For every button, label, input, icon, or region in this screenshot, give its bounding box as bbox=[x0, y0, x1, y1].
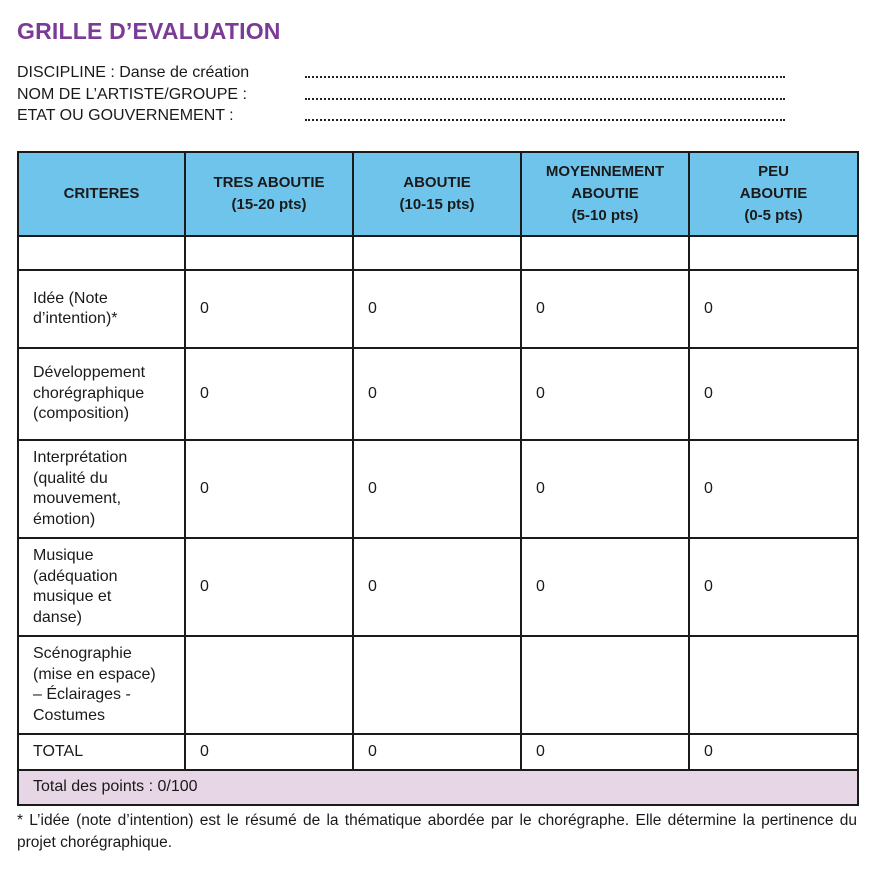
discipline-dotted-line bbox=[305, 76, 785, 78]
header-aboutie-range: (10-15 pts) bbox=[399, 196, 475, 213]
header-moyennement-title-1: MOYENNEMENT bbox=[545, 163, 665, 180]
discipline-row: DISCIPLINE : Danse de création bbox=[17, 62, 797, 84]
empty-cell bbox=[688, 235, 859, 271]
criterion-line: Musique bbox=[33, 547, 94, 564]
score-cell[interactable]: 0 bbox=[520, 269, 690, 349]
empty-cell bbox=[184, 235, 354, 271]
state-row: ETAT OU GOUVERNEMENT : bbox=[17, 105, 797, 127]
score-cell[interactable]: 0 bbox=[688, 269, 859, 349]
criterion-scenographie: Scénographie (mise en espace) – Éclairag… bbox=[17, 635, 186, 735]
table-row-interpretation: Interprétation (qualité du mouvement, ém… bbox=[17, 439, 859, 539]
score-cell[interactable]: 0 bbox=[688, 537, 859, 637]
header-tres-aboutie-title: TRES ABOUTIE bbox=[213, 174, 325, 191]
score-cell[interactable] bbox=[184, 635, 354, 735]
header-peu-title-1: PEU bbox=[758, 163, 789, 180]
header-tres-aboutie: TRES ABOUTIE (15-20 pts) bbox=[184, 151, 354, 237]
header-peu-title-2: ABOUTIE bbox=[739, 185, 808, 202]
criterion-line: Interprétation bbox=[33, 449, 128, 466]
evaluation-grid: CRITERES TRES ABOUTIE (15-20 pts) ABOUTI… bbox=[17, 151, 859, 806]
criterion-line: émotion) bbox=[33, 510, 96, 528]
criterion-line: danse) bbox=[33, 608, 82, 626]
score-cell[interactable]: 0 bbox=[352, 537, 522, 637]
criterion-line: – Éclairages - bbox=[33, 686, 131, 703]
score-cell[interactable]: 0 bbox=[520, 439, 690, 539]
footnote: * L’idée (note d’intention) est le résum… bbox=[17, 812, 857, 851]
score-cell[interactable]: 0 bbox=[520, 537, 690, 637]
header-peu-range: (0-5 pts) bbox=[744, 207, 803, 224]
total-cell: 0 bbox=[352, 733, 522, 771]
score-cell[interactable]: 0 bbox=[520, 347, 690, 441]
header-row: CRITERES TRES ABOUTIE (15-20 pts) ABOUTI… bbox=[17, 151, 859, 237]
header-peu-aboutie: PEU ABOUTIE (0-5 pts) bbox=[688, 151, 859, 237]
score-cell[interactable]: 0 bbox=[352, 269, 522, 349]
criterion-line: musique et bbox=[33, 588, 112, 605]
score-cell[interactable]: 0 bbox=[352, 347, 522, 441]
table-row-musique: Musique (adéquation musique et danse) 0 … bbox=[17, 537, 859, 637]
criterion-interpretation: Interprétation (qualité du mouvement, ém… bbox=[17, 439, 186, 539]
score-cell[interactable] bbox=[688, 635, 859, 735]
artist-label: NOM DE L’ARTISTE/GROUPE : bbox=[17, 85, 247, 103]
table-row-total-points: Total des points : 0/100 bbox=[17, 769, 859, 806]
criterion-musique: Musique (adéquation musique et danse) bbox=[17, 537, 186, 637]
header-moyennement-title-2: ABOUTIE bbox=[571, 185, 639, 202]
criterion-developpement: Développement chorégraphique (compositio… bbox=[17, 347, 186, 441]
header-aboutie-title: ABOUTIE bbox=[403, 174, 471, 191]
empty-cell bbox=[17, 235, 186, 271]
state-dotted-line bbox=[305, 119, 785, 121]
criterion-line: d’intention)* bbox=[33, 310, 118, 327]
score-cell[interactable] bbox=[352, 635, 522, 735]
table-row-empty bbox=[17, 235, 859, 271]
criterion-line: Costumes bbox=[33, 706, 106, 724]
score-cell[interactable]: 0 bbox=[184, 347, 354, 441]
empty-cell bbox=[352, 235, 522, 271]
score-cell[interactable]: 0 bbox=[352, 439, 522, 539]
header-tres-aboutie-range: (15-20 pts) bbox=[231, 196, 307, 213]
table-row-total: TOTAL 0 0 0 0 bbox=[17, 733, 859, 771]
criterion-line: (qualité du bbox=[33, 469, 108, 487]
total-cell: 0 bbox=[520, 733, 690, 771]
total-cell: 0 bbox=[688, 733, 859, 771]
score-cell[interactable]: 0 bbox=[184, 269, 354, 349]
criterion-line: chorégraphique bbox=[33, 384, 145, 402]
table-row-scenographie: Scénographie (mise en espace) – Éclairag… bbox=[17, 635, 859, 735]
score-cell[interactable] bbox=[520, 635, 690, 735]
header-criteres-label: CRITERES bbox=[63, 185, 140, 202]
criterion-line: mouvement, bbox=[33, 490, 122, 507]
empty-cell bbox=[520, 235, 690, 271]
criterion-line: (adéquation bbox=[33, 567, 118, 585]
criterion-line: (mise en espace) bbox=[33, 665, 156, 683]
table-row-idee: Idée (Note d’intention)* 0 0 0 0 bbox=[17, 269, 859, 349]
header-moyennement-range: (5-10 pts) bbox=[571, 207, 639, 224]
criterion-line: (composition) bbox=[33, 405, 130, 423]
discipline-label: DISCIPLINE : Danse de création bbox=[17, 64, 250, 81]
criterion-idee: Idée (Note d’intention)* bbox=[17, 269, 186, 349]
total-cell: 0 bbox=[184, 733, 354, 771]
page-title: GRILLE D’EVALUATION bbox=[17, 18, 281, 44]
header-moyennement-aboutie: MOYENNEMENT ABOUTIE (5-10 pts) bbox=[520, 151, 690, 237]
header-criteres: CRITERES bbox=[17, 151, 186, 237]
artist-dotted-line bbox=[305, 97, 785, 100]
artist-row: NOM DE L’ARTISTE/GROUPE : bbox=[17, 84, 797, 106]
score-cell[interactable]: 0 bbox=[688, 347, 859, 441]
total-points: Total des points : 0/100 bbox=[17, 769, 859, 806]
header-aboutie: ABOUTIE (10-15 pts) bbox=[352, 151, 522, 237]
criterion-line: Développement bbox=[33, 364, 146, 382]
score-cell[interactable]: 0 bbox=[184, 439, 354, 539]
criterion-line: Scénographie bbox=[33, 645, 132, 662]
criterion-line: Idée (Note bbox=[33, 289, 108, 307]
score-cell[interactable]: 0 bbox=[688, 439, 859, 539]
state-label: ETAT OU GOUVERNEMENT : bbox=[17, 107, 234, 124]
score-cell[interactable]: 0 bbox=[184, 537, 354, 637]
table-row-developpement: Développement chorégraphique (compositio… bbox=[17, 347, 859, 441]
total-label: TOTAL bbox=[17, 733, 186, 771]
info-block: DISCIPLINE : Danse de création NOM DE L’… bbox=[17, 62, 797, 127]
